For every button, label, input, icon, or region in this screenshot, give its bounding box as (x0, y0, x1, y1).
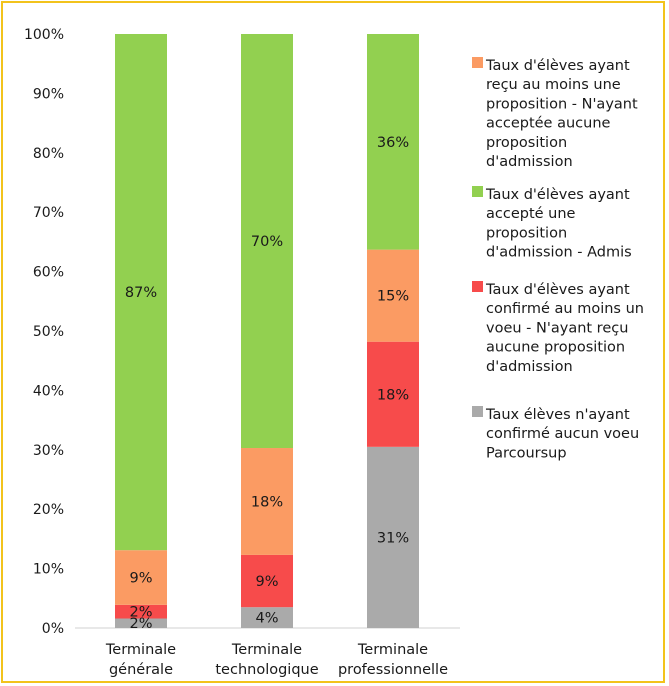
category-label: professionnelle (338, 662, 448, 678)
bar-segment (241, 34, 293, 449)
legend: Taux d'élèves ayant reçu au moins une prop… (472, 57, 644, 461)
y-tick-label: 20% (33, 502, 64, 518)
y-tick-label: 90% (33, 86, 64, 102)
legend-label: accepté une (486, 206, 576, 222)
legend-label: d'admission (486, 154, 573, 170)
legend-label: Taux d'élèves ayant (485, 282, 630, 298)
x-axis-category-labels: Terminale générale Terminale technologique T… (105, 642, 448, 678)
legend-label: reçu au moins une (486, 77, 621, 93)
y-tick-label: 0% (42, 621, 64, 637)
bar-segment (115, 604, 167, 619)
legend-label: acceptée aucune (486, 116, 611, 132)
y-tick-label: 50% (33, 324, 64, 340)
bar-segment (241, 448, 293, 555)
legend-label: Taux d'élèves ayant (485, 187, 630, 203)
legend-label: d'admission (486, 359, 573, 375)
legend-swatch (472, 186, 483, 197)
bar-segment (241, 607, 293, 628)
legend-label: proposition (486, 225, 567, 241)
bar-segment (367, 446, 419, 628)
category-label: Terminale (231, 642, 302, 658)
legend-label: proposition - N'ayant (486, 96, 638, 112)
legend-swatch (472, 281, 483, 292)
data-labels: 2% 4% 31% 2% 9% 18% 9% 18% 15% 87% 70% 36% (125, 135, 409, 632)
bar-segment (367, 249, 419, 342)
legend-label: Taux d'élèves ayant (485, 58, 630, 74)
data-label: 87% (125, 285, 157, 301)
bars (115, 34, 419, 628)
data-label: 36% (377, 135, 409, 151)
bar-segment (241, 554, 293, 608)
legend-label: Taux élèves n'ayant (485, 407, 630, 423)
legend-label: confirmé au moins un (486, 301, 644, 317)
category-label: générale (109, 662, 173, 678)
y-tick-label: 40% (33, 383, 64, 399)
legend-label: aucune proposition (486, 340, 625, 356)
legend-label: proposition (486, 135, 567, 151)
bar-segment (115, 618, 167, 628)
data-label: 18% (377, 387, 409, 403)
y-tick-label: 100% (24, 27, 64, 43)
y-tick-label: 30% (33, 443, 64, 459)
data-label: 31% (377, 530, 409, 546)
data-label: 18% (251, 494, 283, 510)
data-label: 70% (251, 234, 283, 250)
legend-label: voeu - N'ayant reçu (486, 320, 628, 336)
legend-swatch (472, 406, 483, 417)
bar-segment (115, 550, 167, 605)
bar-segment (367, 34, 419, 250)
category-label: Terminale (105, 642, 176, 658)
legend-swatch (472, 57, 483, 68)
data-label: 15% (377, 289, 409, 305)
legend-label: d'admission - Admis (486, 245, 632, 261)
legend-label: Parcoursup (486, 445, 567, 461)
data-label: 2% (129, 605, 152, 621)
category-label: Terminale (357, 642, 428, 658)
legend-label: confirmé aucun voeu (486, 426, 639, 442)
category-label: technologique (215, 662, 318, 678)
y-tick-label: 60% (33, 265, 64, 281)
data-label: 2% (129, 616, 152, 632)
y-tick-label: 10% (33, 562, 64, 578)
data-label: 9% (129, 571, 152, 587)
bar-segment (367, 341, 419, 447)
data-label: 9% (255, 574, 278, 590)
y-tick-label: 70% (33, 205, 64, 221)
y-tick-label: 80% (33, 146, 64, 162)
data-label: 4% (255, 611, 278, 627)
bar-segment (115, 34, 167, 551)
